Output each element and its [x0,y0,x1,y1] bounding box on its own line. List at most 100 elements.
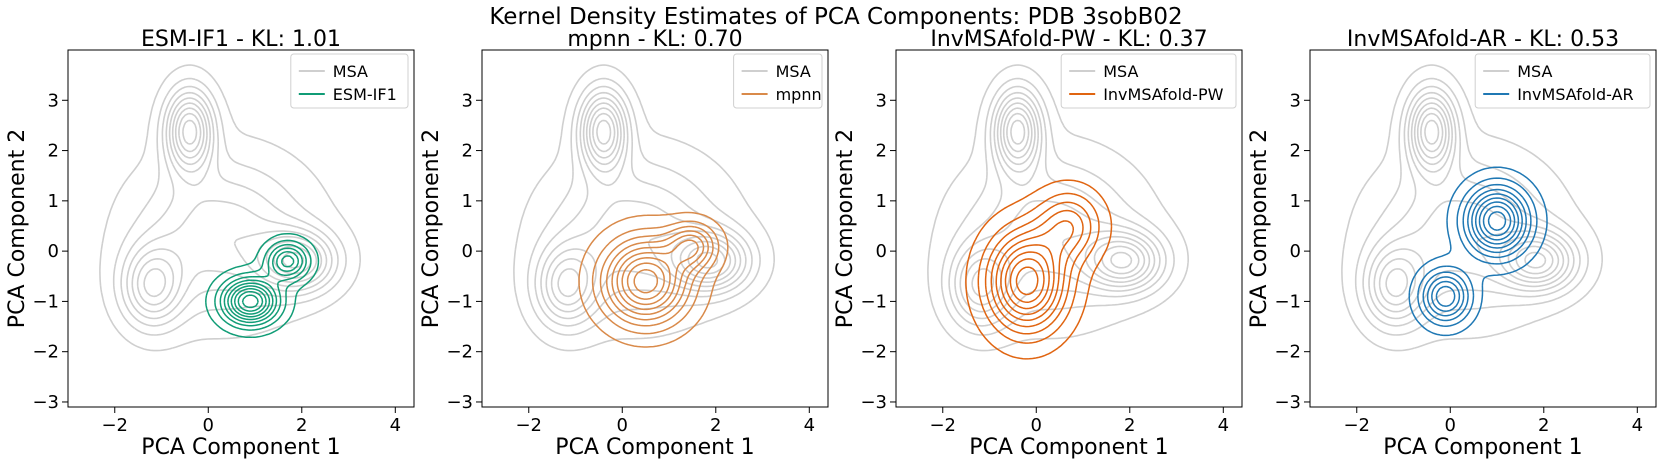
contour-level-9 [1010,119,1133,269]
contour-level-5 [545,97,742,313]
x-tick-label: 4 [1218,415,1229,436]
contour-level-2 [526,77,761,336]
contour-level-4 [990,209,1084,328]
x-axis-label: PCA Component 1 [141,435,340,460]
legend: MSA InvMSAfold-PW [1060,53,1237,109]
contour-level-8 [1482,205,1512,237]
y-tick-label: 3 [462,90,473,111]
y-tick-label: 2 [48,141,59,162]
contour-level-7 [1478,201,1516,241]
contour-level-2 [977,192,1100,344]
x-tick-label: 2 [296,415,307,436]
y-tick-label: 3 [1290,90,1301,111]
contour-level-4 [605,230,709,321]
axes-frame [67,49,415,408]
contour-level-3 [599,225,714,327]
y-tick-label: −3 [1274,392,1301,413]
legend-label: ESM-IF1 [333,85,397,104]
legend-label: MSA [1103,62,1138,81]
x-tick-label: 2 [710,415,721,436]
axes-frame [481,49,829,408]
contour-level-6 [1000,244,1055,316]
panel-1: −2 0 2 4 −3 −2 −1 0 1 2 3 ESM-IF1 - KL: 1.01 PCA Com… [5,27,415,460]
y-tick-label: 1 [876,191,887,212]
y-tick-label: −3 [860,392,887,413]
contour-level-5 [611,234,705,316]
y-tick-label: 0 [48,241,59,262]
x-tick-label: 2 [1538,415,1549,436]
y-tick-label: 2 [462,141,473,162]
contour-level-8 [592,112,726,275]
panel-title: InvMSAfold-AR - KL: 0.53 [1347,27,1619,52]
contour-level-4 [540,91,747,320]
axes-frame [895,49,1243,408]
contour-level-6 [616,239,699,311]
y-tick-label: −3 [446,392,473,413]
contour-level-1 [927,64,1189,352]
legend-label: InvMSAfold-PW [1103,85,1223,104]
contour-level-2 [591,220,720,335]
contour-level-9 [1015,266,1039,296]
y-tick-label: −1 [446,291,473,312]
contour-level-6 [230,255,295,318]
contour-level-7 [143,107,318,298]
y-axis-label: PCA Component 2 [5,129,30,328]
y-tick-label: 2 [876,141,887,162]
contour-level-4 [126,91,333,320]
y-tick-label: 0 [1290,241,1301,262]
x-tick-label: −2 [929,415,956,436]
contour-level-6 [1378,102,1565,306]
contour-level-2 [1354,77,1589,336]
y-tick-label: −3 [32,392,59,413]
y-tick-label: −1 [32,291,59,312]
legend-label: InvMSAfold-AR [1517,85,1633,104]
kde-series-invmsafold-ar [1408,166,1548,337]
contour-level-8 [178,112,312,275]
y-tick-label: 1 [1290,191,1301,212]
contour-level-5 [1373,97,1570,313]
legend: MSA mpnn [733,53,823,109]
contour-level-7 [1004,251,1050,310]
contour-level-5 [1431,193,1523,312]
contour-level-4 [1426,188,1527,317]
panel-title: ESM-IF1 - KL: 1.01 [141,27,341,52]
contour-level-3 [1422,183,1532,322]
contour-level-7 [557,107,732,298]
contour-level-3 [534,85,753,327]
y-tick-label: 0 [876,241,887,262]
contour-level-2 [214,239,312,331]
contour-level-9 [633,269,659,294]
y-tick-label: 1 [48,191,59,212]
contour-level-1 [1341,64,1603,352]
x-axis-label: PCA Component 1 [969,435,1168,460]
contour-level-3 [984,201,1092,335]
x-tick-label: 4 [1632,415,1643,436]
contour-level-3 [1362,85,1581,327]
x-tick-label: 0 [203,415,214,436]
legend-label: MSA [1517,62,1552,81]
x-tick-label: −2 [515,415,542,436]
contour-level-8 [1420,112,1554,275]
contour-level-4 [223,247,303,324]
panel-4: −2 0 2 4 −3 −2 −1 0 1 2 3 InvMSAfold-AR - KL: 0.53 P… [1247,27,1657,460]
contour-level-1 [1408,166,1548,337]
contour-level-6 [136,102,323,306]
x-axis-label: PCA Component 1 [555,435,754,460]
kde-series-msa [927,64,1189,352]
contour-level-3 [219,243,307,327]
y-tick-label: −1 [860,291,887,312]
contour-level-6 [1435,197,1520,307]
contour-level-5 [131,97,328,313]
x-tick-label: −2 [1343,415,1370,436]
contour-level-2 [112,77,347,336]
legend-box [1060,53,1237,109]
contour-level-5 [995,220,1075,322]
x-axis-label: PCA Component 1 [1383,435,1582,460]
contour-level-2 [1417,177,1538,327]
y-tick-label: 2 [1290,141,1301,162]
contour-level-1 [578,211,729,348]
x-tick-label: 4 [804,415,815,436]
y-axis-label: PCA Component 2 [833,129,858,328]
panels: −2 0 2 4 −3 −2 −1 0 1 2 3 ESM-IF1 - KL: 1.01 PCA Com… [5,27,1657,460]
